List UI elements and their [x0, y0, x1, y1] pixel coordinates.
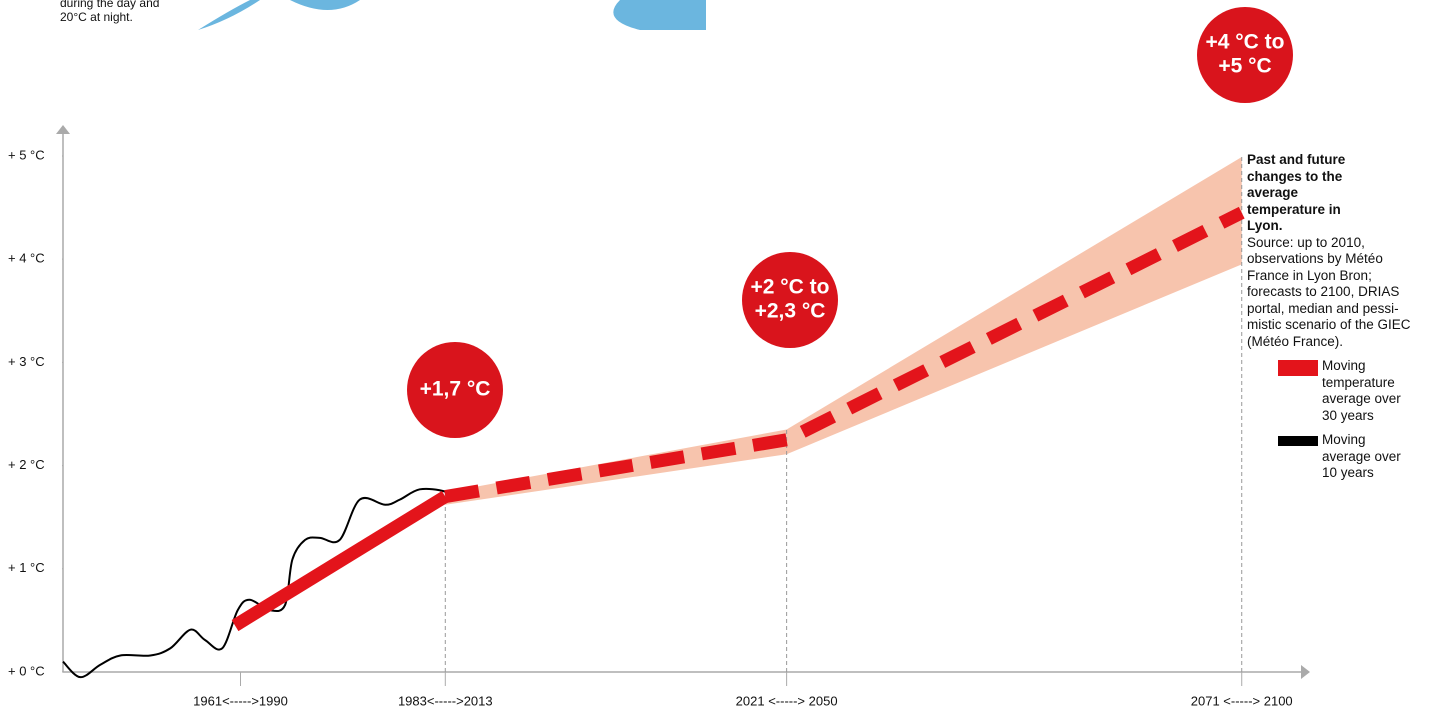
axis-arrow	[1301, 665, 1310, 679]
annotation-circle	[1197, 7, 1293, 103]
line-30yr	[231, 491, 449, 632]
x-tick-label: 2021 <-----> 2050	[736, 693, 838, 708]
legend-label: Moving average over 10 years	[1322, 432, 1401, 480]
legend-item: Moving temperature average over 30 years	[1247, 358, 1412, 424]
note: Past and future changes to the average t…	[1247, 152, 1417, 482]
annotation-text: +2,3 °C	[755, 300, 826, 323]
annotation-text: +2 °C to	[751, 276, 830, 299]
annotation-circle	[407, 342, 503, 438]
y-tick-label: + 5 °C	[8, 147, 45, 162]
legend-label: Moving temperature average over 30 years	[1322, 358, 1401, 423]
x-tick-label: 1983<----->2013	[398, 693, 493, 708]
map-fragment	[198, 0, 706, 30]
intro-fragment: during the day and 20°C at night.	[60, 0, 159, 24]
x-tick-label: 2071 <-----> 2100	[1191, 693, 1293, 708]
annotation-circle	[742, 252, 838, 348]
y-tick-label: + 4 °C	[8, 251, 45, 266]
range-band	[445, 156, 1242, 505]
fragment-line: 20°C at night.	[60, 10, 133, 24]
line-30yr	[444, 206, 1245, 503]
legend-swatch	[1278, 360, 1318, 376]
y-tick-label: + 0 °C	[8, 663, 45, 678]
y-tick-label: + 3 °C	[8, 354, 45, 369]
legend-swatch	[1278, 436, 1318, 446]
legend-item: Moving average over 10 years	[1247, 432, 1412, 482]
x-tick-label: 1961<----->1990	[193, 693, 288, 708]
y-tick-label: + 2 °C	[8, 457, 45, 472]
annotation-text: +4 °C to	[1206, 31, 1285, 54]
y-tick-label: + 1 °C	[8, 560, 45, 575]
annotation-text: +5 °C	[1218, 55, 1271, 78]
line-10yr	[62, 487, 456, 679]
note-source: Source: up to 2010, observations by Mété…	[1247, 234, 1411, 349]
fragment-line: during the day and	[60, 0, 160, 10]
annotation-text: +1,7 °C	[420, 378, 491, 401]
note-title: Past and future changes to the average t…	[1247, 152, 1346, 233]
axis-arrow	[56, 125, 70, 134]
